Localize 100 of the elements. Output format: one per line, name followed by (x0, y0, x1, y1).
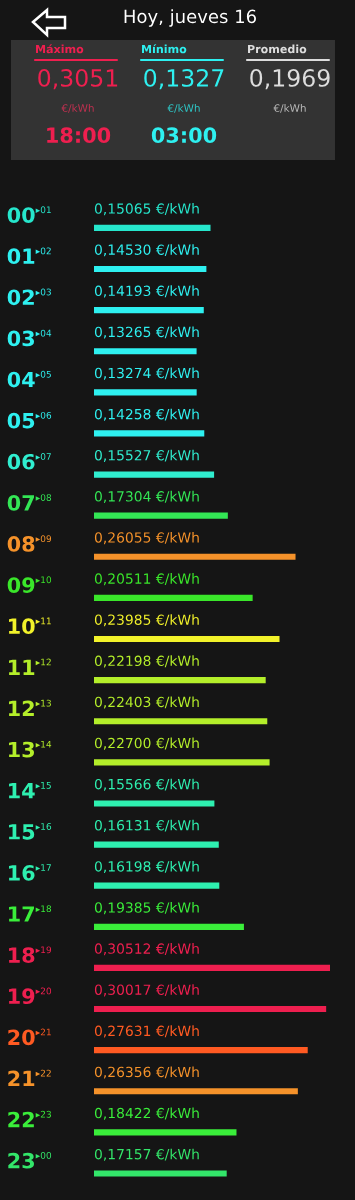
bar (94, 471, 215, 478)
data-label: 0,23985 €/kWh (94, 614, 199, 627)
data-label: 0,20511 €/kWh (94, 573, 199, 586)
y-tick-label: 05 (7, 412, 35, 429)
text: ▸21 (35, 1028, 51, 1036)
text: ▸04 (35, 329, 52, 337)
text: ▸03 (35, 288, 51, 296)
data-label: 0,22403 €/kWh (94, 696, 199, 709)
data-label: 0,14193 €/kWh (94, 285, 199, 298)
bar (94, 348, 197, 355)
data-label: 0,14530 €/kWh (94, 244, 199, 257)
text: ▸02 (35, 247, 51, 255)
data-label: 0,26356 €/kWh (94, 1066, 199, 1079)
y-tick-label: 22 (8, 1111, 34, 1128)
data-label: 0,16198 €/kWh (94, 860, 199, 874)
y-tick-label: 06 (7, 453, 35, 470)
text: ▸01 (35, 206, 51, 214)
y-tick-label: 15 (9, 824, 35, 840)
y-tick-label: 04 (7, 371, 35, 388)
bar (94, 964, 330, 971)
bar (94, 553, 296, 560)
y-tick-label: 23 (8, 1152, 35, 1169)
data-label: 0,13265 €/kWh (94, 326, 199, 339)
text: ▸22 (35, 1069, 51, 1077)
bar (94, 1047, 308, 1054)
data-label: 0,18422 €/kWh (94, 1107, 199, 1120)
text: ▸16 (35, 823, 52, 830)
bar (94, 389, 197, 396)
text: ▸15 (35, 782, 51, 789)
text: 03:00 (151, 127, 217, 144)
data-label: 0,17304 €/kWh (94, 490, 199, 504)
data-label: 0,13274 €/kWh (94, 367, 199, 380)
bar (94, 1170, 227, 1177)
data-label: 0,30512 €/kWh (94, 943, 199, 956)
y-tick-label: 18 (9, 947, 35, 963)
bar (94, 594, 253, 601)
data-label: 0,15065 €/kWh (94, 203, 199, 216)
data-label: 0,14258 €/kWh (94, 408, 199, 421)
data-label: 0,27631 €/kWh (94, 1025, 199, 1038)
text: 0,1969 (250, 68, 330, 90)
text: Máximo (36, 44, 84, 54)
bar (94, 759, 270, 766)
y-tick-label: 10 (9, 618, 35, 635)
data-label: 0,15527 €/kWh (94, 449, 199, 462)
y-tick-label: 02 (7, 289, 34, 306)
text: ▸18 (35, 905, 52, 913)
y-tick-label: 12 (9, 700, 34, 716)
bar (94, 224, 211, 231)
y-tick-label: 03 (7, 330, 35, 347)
text: Promedio (248, 44, 307, 54)
text: ▸08 (35, 494, 52, 501)
y-tick-label: 09 (7, 577, 35, 593)
text: Mínimo (142, 44, 187, 54)
y-tick-label: 01 (7, 248, 35, 265)
data-label: 0,16131 €/kWh (94, 819, 199, 832)
text: ▸17 (35, 864, 51, 871)
bar (94, 718, 268, 725)
y-tick-label: 16 (9, 865, 35, 881)
bar (94, 1088, 298, 1095)
text: €/kWh (167, 103, 200, 113)
text: ▸23 (35, 1110, 51, 1118)
y-tick-label: 08 (7, 536, 35, 552)
text: ▸12 (35, 658, 51, 666)
y-tick-label: 17 (9, 906, 35, 922)
text: ▸06 (35, 411, 52, 419)
text: ▸14 (35, 740, 52, 748)
y-tick-label: 00 (7, 207, 35, 223)
y-tick-label: 21 (8, 1070, 35, 1087)
bar (94, 512, 228, 519)
bar (94, 800, 215, 807)
bar (94, 882, 220, 889)
chart-title: Hoy, jueves 16 (124, 9, 256, 27)
y-tick-label: 20 (8, 1029, 35, 1046)
y-tick-label: 11 (9, 659, 35, 675)
y-tick-label: 14 (9, 783, 35, 799)
bar (94, 1129, 237, 1136)
text: ▸07 (35, 453, 51, 460)
text: €/kWh (61, 103, 94, 113)
text: 0,3051 (38, 68, 118, 90)
bar (94, 265, 207, 273)
text: ▸13 (35, 699, 51, 707)
text: ▸20 (35, 987, 52, 995)
y-tick-label: 13 (9, 741, 35, 758)
data-label: 0,17157 €/kWh (94, 1148, 199, 1161)
text: ▸09 (35, 535, 52, 543)
data-label: 0,15566 €/kWh (94, 778, 199, 791)
text: €/kWh (273, 103, 306, 113)
y-tick-label: 19 (9, 988, 35, 1005)
bar (94, 635, 280, 643)
data-label: 0,19385 €/kWh (94, 902, 199, 915)
data-label: 0,30017 €/kWh (94, 984, 199, 997)
bar (94, 923, 244, 930)
bar (94, 307, 204, 314)
text: 0,1327 (144, 68, 224, 90)
text: ▸19 (35, 946, 52, 954)
bar (94, 1005, 327, 1013)
bar (94, 430, 205, 437)
text: ▸10 (35, 576, 52, 584)
text: ▸05 (35, 370, 51, 378)
data-label: 0,22700 €/kWh (94, 737, 199, 750)
